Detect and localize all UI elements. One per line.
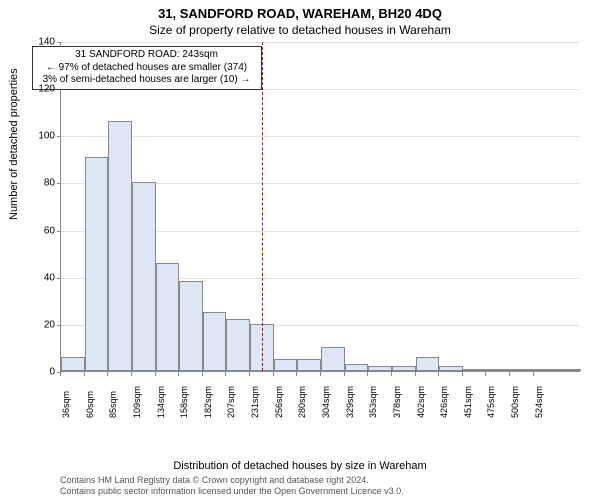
x-tick-label: 182sqm [203, 386, 213, 418]
y-tick [57, 136, 61, 137]
x-tick [131, 372, 132, 376]
x-tick-label: 109sqm [132, 386, 142, 418]
y-tick-label: 140 [25, 37, 55, 48]
x-tick [509, 372, 510, 376]
histogram-bar [61, 357, 85, 371]
x-tick [178, 372, 179, 376]
y-tick [57, 278, 61, 279]
y-axis-label: Number of detached properties [8, 68, 20, 220]
histogram-bar [392, 366, 416, 371]
histogram-bar [156, 263, 180, 371]
annotation-line3: 3% of semi-detached houses are larger (1… [39, 74, 255, 87]
x-tick-label: 402sqm [416, 386, 426, 418]
histogram-bar [345, 364, 369, 371]
annotation-box: 31 SANDFORD ROAD: 243sqm ← 97% of detach… [32, 46, 262, 90]
x-tick [344, 372, 345, 376]
x-tick-label: 207sqm [226, 386, 236, 418]
histogram-bar [368, 366, 392, 371]
y-tick-label: 0 [25, 367, 55, 378]
histogram-bar [557, 369, 581, 371]
marker-line [262, 42, 263, 371]
histogram-bar [108, 121, 132, 371]
x-tick-label: 475sqm [486, 386, 496, 418]
y-tick [57, 183, 61, 184]
footer-attribution: Contains HM Land Registry data © Crown c… [60, 475, 404, 497]
histogram-bar [510, 369, 534, 371]
footer-line2: Contains public sector information licen… [60, 486, 404, 497]
histogram-bar [274, 359, 298, 371]
y-tick-label: 120 [25, 84, 55, 95]
x-tick-label: 451sqm [463, 386, 473, 418]
x-tick [533, 372, 534, 376]
x-tick [273, 372, 274, 376]
x-tick-label: 231sqm [250, 386, 260, 418]
x-tick [438, 372, 439, 376]
x-tick-label: 280sqm [297, 386, 307, 418]
y-tick-label: 60 [25, 225, 55, 236]
histogram-bar [85, 157, 109, 372]
page-title-main: 31, SANDFORD ROAD, WAREHAM, BH20 4DQ [0, 0, 600, 21]
x-tick-label: 378sqm [392, 386, 402, 418]
y-tick-label: 40 [25, 272, 55, 283]
histogram-bar [203, 312, 227, 371]
x-tick-label: 36sqm [61, 391, 71, 418]
x-tick [84, 372, 85, 376]
x-tick-label: 524sqm [534, 386, 544, 418]
y-tick [57, 231, 61, 232]
x-tick-label: 158sqm [179, 386, 189, 418]
histogram-bar [297, 359, 321, 371]
annotation-line1: 31 SANDFORD ROAD: 243sqm [39, 49, 255, 62]
y-tick [57, 325, 61, 326]
histogram-bar [226, 319, 250, 371]
x-tick-label: 353sqm [368, 386, 378, 418]
x-tick-label: 85sqm [108, 391, 118, 418]
gridline [61, 136, 580, 137]
x-tick [462, 372, 463, 376]
y-tick-label: 20 [25, 319, 55, 330]
x-tick-label: 500sqm [510, 386, 520, 418]
x-tick-label: 329sqm [345, 386, 355, 418]
x-tick [107, 372, 108, 376]
x-tick [296, 372, 297, 376]
x-tick-label: 134sqm [156, 386, 166, 418]
page-title-sub: Size of property relative to detached ho… [0, 21, 600, 37]
chart-container: 31 SANDFORD ROAD: 243sqm ← 97% of detach… [60, 42, 580, 412]
histogram-bar [463, 369, 487, 371]
gridline [61, 42, 580, 43]
annotation-line2: ← 97% of detached houses are smaller (37… [39, 62, 255, 75]
plot-area: 31 SANDFORD ROAD: 243sqm ← 97% of detach… [60, 42, 580, 372]
x-tick [155, 372, 156, 376]
x-tick [485, 372, 486, 376]
x-tick [415, 372, 416, 376]
x-tick [391, 372, 392, 376]
x-tick-label: 304sqm [321, 386, 331, 418]
histogram-bar [416, 357, 440, 371]
x-tick [320, 372, 321, 376]
x-tick [249, 372, 250, 376]
x-tick [60, 372, 61, 376]
x-tick [202, 372, 203, 376]
histogram-bar [179, 281, 203, 371]
histogram-bar [439, 366, 463, 371]
histogram-bar [132, 182, 156, 371]
x-tick-label: 256sqm [274, 386, 284, 418]
histogram-bar [534, 369, 558, 371]
x-tick-label: 60sqm [85, 391, 95, 418]
histogram-bar [486, 369, 510, 371]
footer-line1: Contains HM Land Registry data © Crown c… [60, 475, 404, 486]
x-tick [225, 372, 226, 376]
y-tick-label: 80 [25, 178, 55, 189]
histogram-bar [321, 347, 345, 371]
y-tick-label: 100 [25, 131, 55, 142]
y-tick [57, 42, 61, 43]
x-tick [367, 372, 368, 376]
x-tick-label: 426sqm [439, 386, 449, 418]
x-axis-label: Distribution of detached houses by size … [0, 460, 600, 472]
